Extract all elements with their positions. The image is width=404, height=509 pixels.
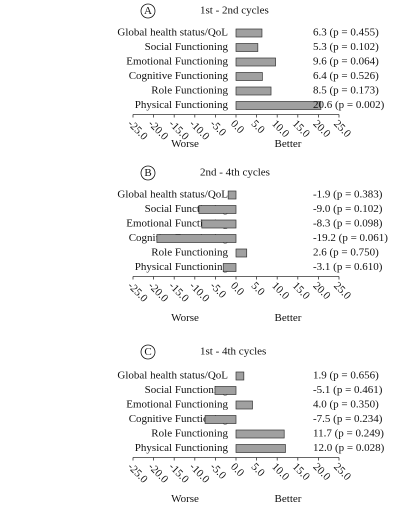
- bar: [235, 72, 263, 81]
- panel-badge: [140, 3, 156, 19]
- panel-letter: B: [144, 167, 151, 179]
- x-tick-label: 10.0: [269, 461, 291, 483]
- value-label: 8.5 (p = 0.173): [313, 85, 379, 97]
- x-tick-label: -20.0: [146, 118, 171, 143]
- x-tick-label: -15.0: [166, 461, 191, 486]
- bar: [214, 386, 237, 395]
- x-tick-label: -10.0: [187, 280, 212, 305]
- category-label: Physical Functioning: [135, 261, 229, 273]
- x-tick-label: -20.0: [146, 280, 171, 305]
- x-axis-label-right: Better: [275, 312, 302, 324]
- x-tick-label: 0.0: [228, 118, 247, 137]
- bar: [235, 248, 248, 258]
- panel-letter: C: [144, 346, 151, 358]
- value-label: -8.3 (p = 0.098): [313, 218, 383, 230]
- value-label: -19.2 (p = 0.061): [313, 232, 388, 244]
- bar: [235, 101, 322, 110]
- x-tick-label: 0.0: [228, 280, 247, 299]
- x-tick-label: 5.0: [249, 280, 268, 299]
- value-label: -9.0 (p = 0.102): [313, 203, 383, 215]
- x-tick-label: -5.0: [207, 461, 228, 482]
- x-tick-label: 20.0: [310, 118, 332, 140]
- value-label: -1.9 (p = 0.383): [313, 189, 383, 201]
- x-tick-label: 25.0: [331, 118, 353, 140]
- category-label: Role Functioning: [151, 428, 228, 440]
- bar: [235, 57, 276, 67]
- x-tick-label: -15.0: [166, 280, 191, 305]
- x-tick-label: 20.0: [310, 280, 332, 302]
- panel-badge: [140, 344, 156, 360]
- category-label: Role Functioning: [151, 85, 228, 97]
- category-label: Physical Functioning: [135, 442, 229, 454]
- x-tick-label: 25.0: [331, 280, 353, 302]
- category-label: Global health status/QoL: [117, 370, 228, 382]
- bar: [235, 86, 272, 96]
- x-tick-label: 5.0: [249, 461, 268, 480]
- x-tick-label: -20.0: [146, 461, 171, 486]
- x-axis-label-left: Worse: [171, 312, 199, 324]
- panel-letter: A: [144, 5, 152, 17]
- category-label: Global health status/QoL: [117, 189, 228, 201]
- value-label: 2.6 (p = 0.750): [313, 247, 379, 259]
- bar: [204, 415, 237, 424]
- x-axis-label-right: Better: [275, 493, 302, 505]
- category-label: Role Functioning: [151, 247, 228, 259]
- panel-badge: [140, 165, 156, 181]
- bar: [235, 444, 286, 453]
- x-tick-label: -5.0: [207, 118, 228, 139]
- x-tick-label: 10.0: [269, 280, 291, 302]
- bar: [156, 234, 237, 243]
- value-label: 12.0 (p = 0.028): [313, 442, 385, 454]
- category-label: Cognitive Functioning: [129, 413, 229, 425]
- x-tick-label: 5.0: [249, 118, 268, 137]
- x-axis-label-right: Better: [275, 138, 302, 150]
- bar: [235, 400, 253, 410]
- value-label: 5.3 (p = 0.102): [313, 41, 379, 53]
- bar: [235, 371, 245, 381]
- bar: [201, 219, 237, 229]
- category-label: Emotional Functioning: [126, 399, 228, 411]
- bar: [222, 263, 237, 272]
- x-tick-label: -25.0: [125, 118, 150, 143]
- x-axis-label-left: Worse: [171, 138, 199, 150]
- value-label: 6.3 (p = 0.455): [313, 27, 379, 39]
- category-label: Physical Functioning: [135, 99, 229, 111]
- value-label: 4.0 (p = 0.350): [313, 399, 379, 411]
- value-label: -5.1 (p = 0.461): [313, 384, 383, 396]
- category-label: Social Functioning: [145, 41, 229, 53]
- value-label: -7.5 (p = 0.234): [313, 413, 383, 425]
- category-label: Global health status/QoL: [117, 27, 228, 39]
- value-label: 11.7 (p = 0.249): [313, 428, 384, 440]
- bar: [235, 429, 285, 439]
- value-label: 6.4 (p = 0.526): [313, 70, 379, 82]
- x-tick-label: -10.0: [187, 461, 212, 486]
- x-tick-label: 25.0: [331, 461, 353, 483]
- category-label: Social Functioning: [145, 384, 229, 396]
- chart-title: 2nd - 4th cycles: [200, 167, 270, 179]
- category-label: Emotional Functioning: [126, 56, 228, 68]
- value-label: 9.6 (p = 0.064): [313, 56, 379, 68]
- x-tick-label: 0.0: [228, 461, 247, 480]
- bar: [235, 43, 259, 52]
- chart-title: 1st - 2nd cycles: [200, 5, 269, 17]
- chart-title: 1st - 4th cycles: [200, 346, 266, 358]
- category-label: Cognitive Functioning: [129, 70, 229, 82]
- x-tick-label: 15.0: [290, 461, 312, 483]
- value-label: 20.6 (p = 0.002): [313, 99, 385, 111]
- x-tick-label: 10.0: [269, 118, 291, 140]
- x-tick-label: -25.0: [125, 461, 150, 486]
- x-tick-label: -5.0: [207, 280, 228, 301]
- value-label: 1.9 (p = 0.656): [313, 370, 379, 382]
- bar: [198, 205, 237, 214]
- x-tick-label: 15.0: [290, 118, 312, 140]
- x-axis-label-left: Worse: [171, 493, 199, 505]
- bar: [235, 28, 263, 38]
- x-tick-label: 15.0: [290, 280, 312, 302]
- x-tick-label: -25.0: [125, 280, 150, 305]
- value-label: -3.1 (p = 0.610): [313, 261, 383, 273]
- bar: [227, 190, 237, 200]
- x-tick-label: 20.0: [310, 461, 332, 483]
